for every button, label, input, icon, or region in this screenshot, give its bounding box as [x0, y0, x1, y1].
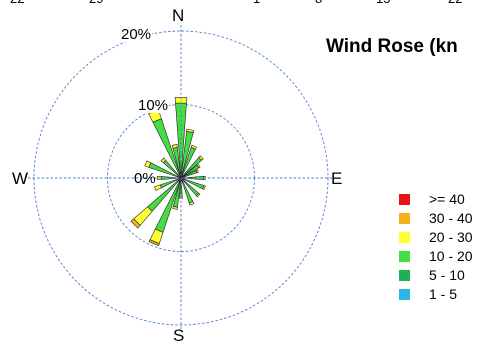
petal-ne2 — [180, 163, 201, 179]
legend-label: 5 - 10 — [429, 267, 465, 283]
legend-swatch — [399, 289, 410, 300]
legend-swatch — [399, 270, 410, 281]
petal-segment — [172, 206, 178, 210]
petal-ene — [180, 169, 199, 179]
petal-ese — [180, 177, 206, 191]
petal-segment — [154, 184, 162, 191]
petal-segment — [188, 201, 195, 206]
petal-segment — [195, 169, 199, 174]
legend-swatch — [399, 213, 410, 224]
compass-label-east: E — [331, 169, 343, 188]
petal-segment — [195, 192, 201, 198]
legend-label: 10 - 20 — [429, 248, 473, 264]
petal-ssw — [148, 177, 182, 247]
top-cut-label: 1 — [253, 0, 260, 6]
petal-segment — [171, 144, 178, 149]
petal-n — [174, 97, 188, 179]
legend-label: >= 40 — [429, 191, 465, 207]
grid-ring-20 — [33, 30, 329, 326]
petal-segment — [190, 144, 197, 150]
petal-nne — [180, 144, 197, 179]
petal-sse — [180, 177, 195, 206]
legend-label: 20 - 30 — [429, 229, 473, 245]
petal-segment — [174, 97, 188, 104]
compass-label-west: W — [12, 169, 29, 188]
legend-label: 1 - 5 — [429, 286, 458, 302]
legend-swatch — [399, 232, 410, 243]
petal-segment — [144, 160, 152, 168]
petal-sw — [130, 177, 182, 229]
top-cut-label: 15 — [376, 0, 390, 6]
petal-segment — [186, 128, 195, 133]
petal-wnw — [144, 160, 182, 179]
top-cut-label: 22 — [448, 0, 462, 6]
petal-segment — [130, 218, 141, 229]
petal-wsw — [154, 177, 182, 191]
legend-swatch — [399, 251, 410, 262]
legend-label: 30 - 40 — [429, 210, 473, 226]
top-cut-label: 22 — [10, 0, 24, 6]
legend-swatch — [399, 194, 410, 205]
ring-label-10: 10% — [137, 97, 170, 114]
petal-nnw2 — [171, 144, 182, 179]
petal-n2 — [180, 128, 195, 179]
petal-w — [157, 175, 182, 181]
chart-title: Wind Rose (kn — [326, 36, 458, 57]
petal-ne — [180, 155, 204, 179]
petal-segment — [148, 239, 160, 247]
petal-segment — [196, 163, 201, 169]
ring-label-0: 0% — [134, 170, 156, 187]
compass-label-north: N — [172, 6, 185, 25]
top-cut-label: 8 — [315, 0, 322, 6]
petal-se — [180, 177, 201, 198]
top-cut-label: 29 — [89, 0, 103, 6]
petal-segment — [198, 155, 204, 161]
petal-nw — [160, 157, 182, 179]
ring-label-20: 20% — [120, 26, 153, 43]
petal-s2 — [172, 177, 182, 210]
petal-segment — [202, 185, 206, 191]
compass-label-south: S — [173, 326, 185, 345]
petal-segment — [160, 157, 167, 164]
